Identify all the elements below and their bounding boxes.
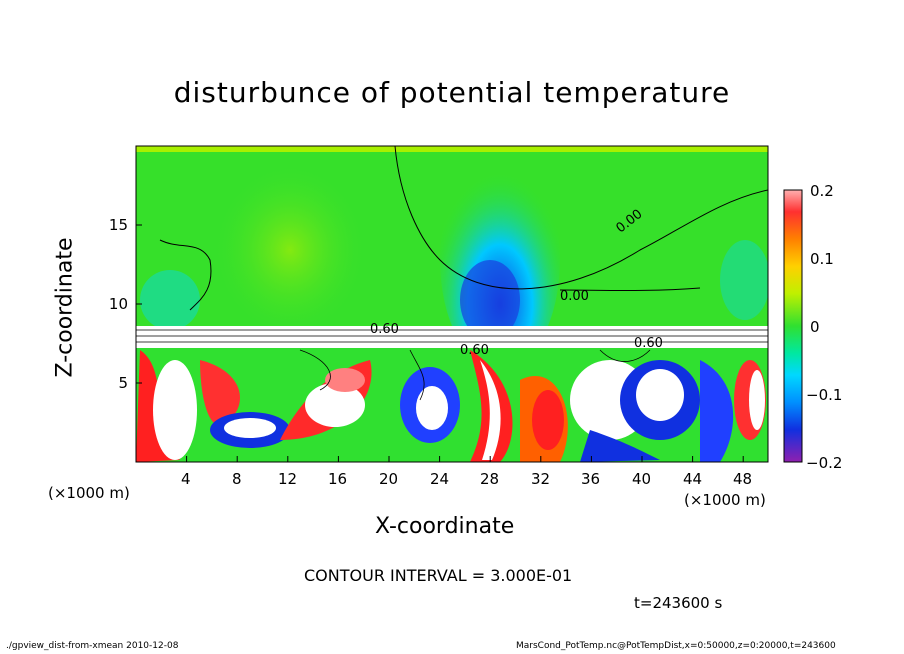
x-tick-label: 32 [531,470,551,488]
heatmap-field [136,146,768,462]
x-tick-marks [186,456,744,462]
colorbar-tick-label: −0.2 [806,454,843,472]
x-axis-label: X-coordinate [375,514,515,539]
x-tick-label: 40 [632,470,652,488]
y-tick-label: 15 [108,216,128,234]
y-tick-label: 5 [118,374,128,392]
x-tick-label: 44 [683,470,703,488]
contour-label: 0.60 [370,322,399,337]
x-tick-label: 8 [232,470,242,488]
x-tick-label: 48 [733,470,753,488]
x-tick-label: 16 [328,470,348,488]
x-tick-label: 36 [581,470,601,488]
footer-left: ./gpview_dist-from-xmean 2010-12-08 [6,641,179,651]
contour-label: 0.00 [560,289,589,304]
x-tick-label: 28 [480,470,500,488]
contour-label: 0.60 [634,336,663,351]
x-tick-label: 24 [430,470,450,488]
footer-right: MarsCond_PotTemp.nc@PotTempDist,x=0:5000… [516,641,836,651]
y-tick-label: 10 [108,295,128,313]
x-tick-label: 4 [181,470,191,488]
colorbar-tick-label: 0.1 [810,250,834,268]
time-label: t=243600 s [634,594,723,612]
colorbar [783,189,803,463]
y-tick-marks [136,224,142,384]
colorbar-tick-label: 0 [810,318,820,336]
contour-interval-note: CONTOUR INTERVAL = 3.000E-01 [304,566,573,585]
x-unit-label: (×1000 m) [684,491,766,509]
contour-label: 0.60 [460,343,489,358]
y-unit-label: (×1000 m) [48,484,130,502]
y-axis-label: Z-coordinate [52,237,78,378]
x-tick-label: 12 [278,470,298,488]
x-tick-label: 20 [379,470,399,488]
colorbar-tick-label: 0.2 [810,182,834,200]
colorbar-tick-label: −0.1 [806,386,843,404]
chart-title: disturbunce of potential temperature [173,76,731,109]
